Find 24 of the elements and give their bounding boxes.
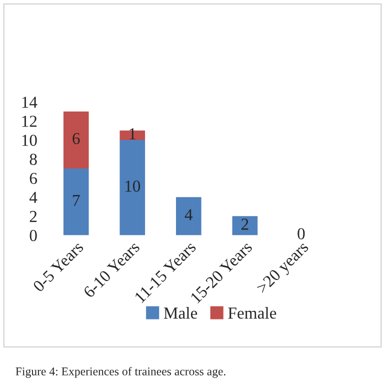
bar (120, 130, 146, 140)
data-label: 10 (126, 180, 140, 192)
y-tick-label: 8 (30, 154, 37, 165)
y-tick-label: 14 (22, 96, 38, 108)
y-tick-label: 0 (30, 230, 37, 242)
bar (63, 168, 89, 236)
y-tick-label: 12 (22, 116, 37, 127)
bar (120, 140, 146, 236)
bar (176, 197, 202, 236)
data-label: 6 (72, 132, 80, 144)
y-tick-label: 6 (30, 172, 37, 184)
data-label: 4 (184, 209, 193, 220)
caption: Figure 4: Experiences of trainees across age. (16, 366, 226, 378)
y-tick-label: 10 (22, 134, 37, 146)
legend-label: Male (164, 307, 198, 319)
y-tick-label: 2 (30, 210, 37, 222)
data-label: 7 (73, 194, 80, 206)
data-label: 0 (298, 228, 305, 240)
bar (232, 216, 258, 236)
legend-label: Female (228, 307, 276, 319)
y-tick-label: 4 (29, 192, 38, 203)
data-label: 1 (130, 128, 136, 140)
data-label: 2 (241, 218, 248, 230)
bar (63, 111, 89, 169)
